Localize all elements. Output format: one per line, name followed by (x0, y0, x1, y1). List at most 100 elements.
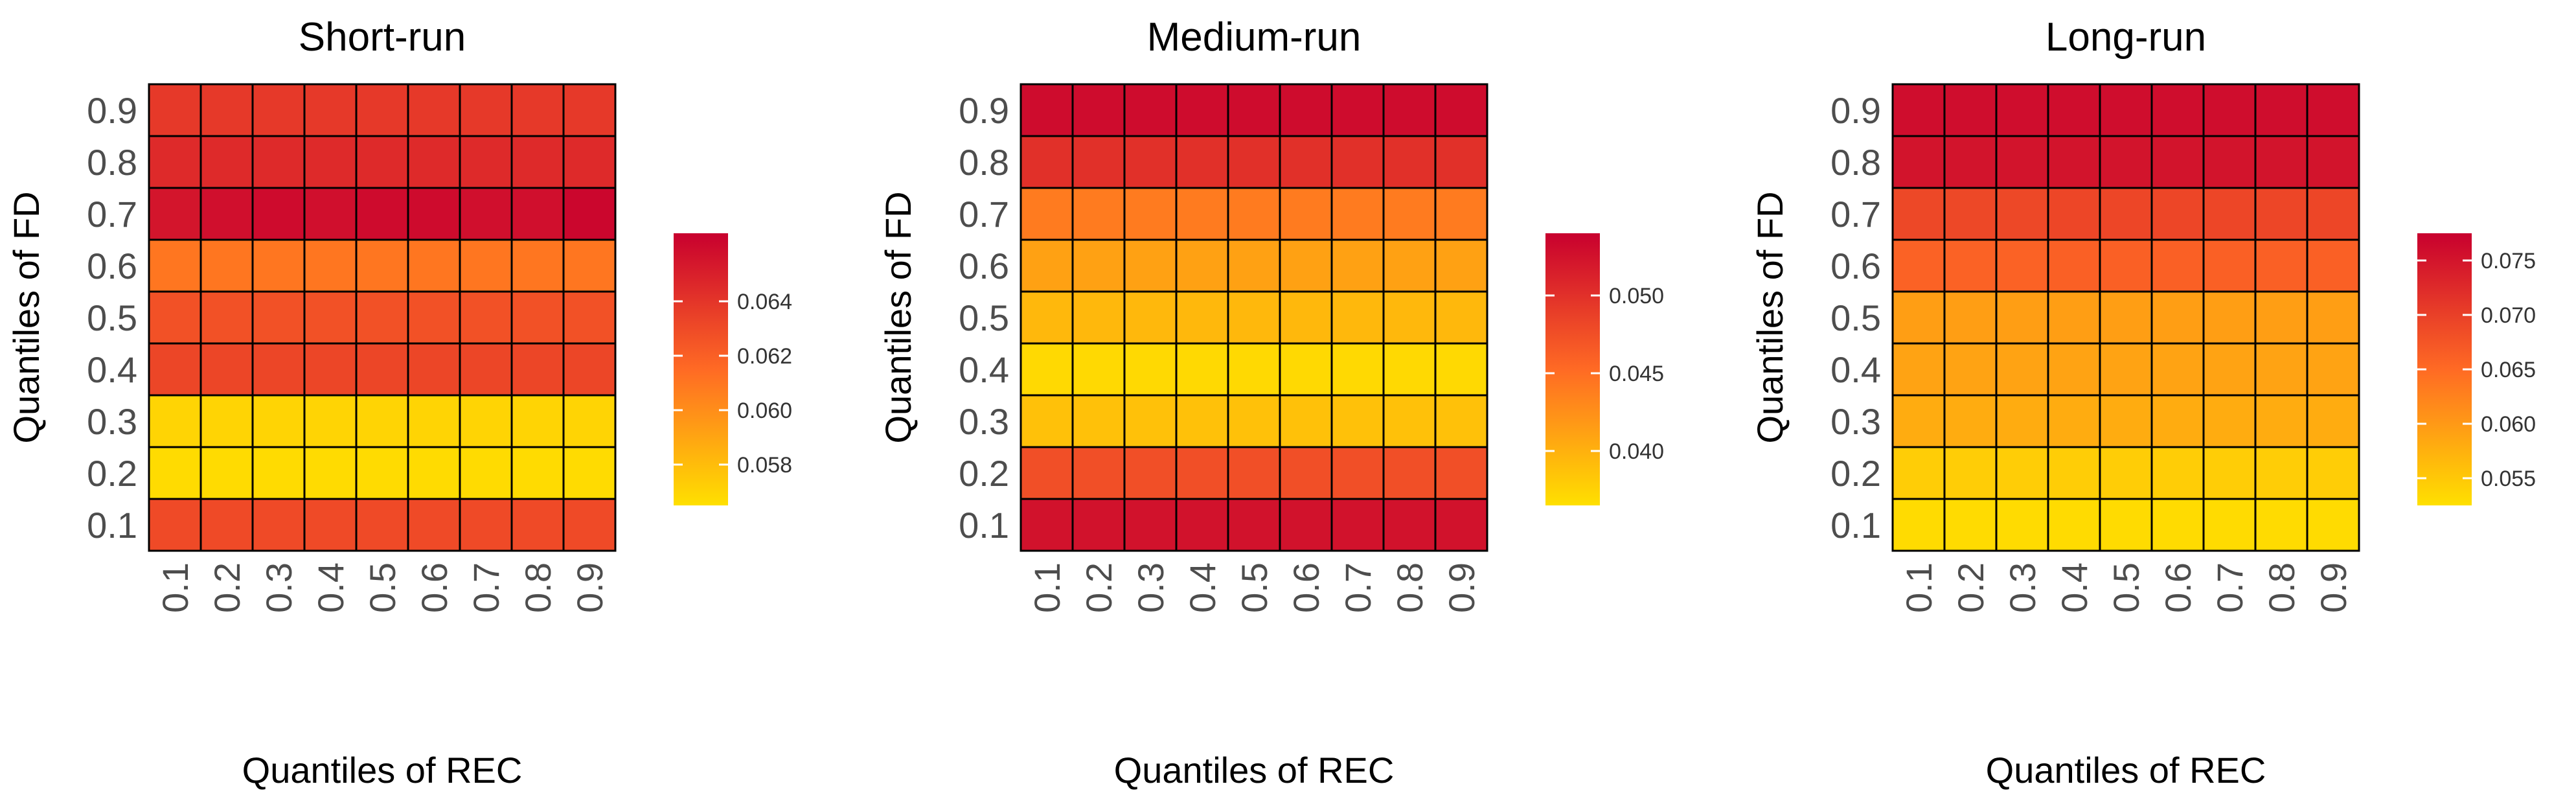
heatmap-tile (2254, 187, 2308, 241)
heatmap-tile (251, 498, 306, 552)
heatmap-tile (2306, 135, 2360, 189)
heatmap-tile (1382, 187, 1437, 241)
heatmap-tile (510, 238, 565, 293)
heatmap-tile (2202, 290, 2257, 345)
heatmap-tile (1071, 238, 1126, 293)
heatmap-tile (1227, 187, 1281, 241)
heatmap-tile (355, 290, 409, 345)
heatmap-tile (1071, 83, 1126, 137)
heatmap-tile (2047, 83, 2101, 137)
x-tick-label: 0.1 (1027, 562, 1067, 613)
x-tick-label: 0.8 (518, 562, 558, 613)
heatmap-tile (148, 83, 202, 137)
heatmap-tile (1123, 342, 1178, 397)
heatmap-tile (459, 394, 513, 448)
heatmap-tile (1071, 187, 1126, 241)
heatmap-tile (562, 498, 617, 552)
y-tick-label: 0.3 (87, 401, 137, 442)
heatmap-tile (562, 238, 617, 293)
heatmap-tile (251, 394, 306, 448)
heatmap-tile (510, 446, 565, 500)
heatmap-tile (562, 394, 617, 448)
heatmap-tile (2047, 394, 2101, 448)
heatmap-tile (355, 83, 409, 137)
heatmap-tile (1943, 238, 1998, 293)
heatmap-tile (1434, 394, 1488, 448)
heatmap-tile (562, 290, 617, 345)
heatmap-tile (355, 342, 409, 397)
heatmap-tile (1071, 342, 1126, 397)
heatmap-tile (1382, 446, 1437, 500)
heatmap-tile (1995, 238, 2049, 293)
heatmap-tile (251, 342, 306, 397)
y-tick-label: 0.8 (87, 142, 137, 183)
heatmap-tile (459, 342, 513, 397)
heatmap-tile (1279, 187, 1333, 241)
heatmap-tile (2150, 290, 2205, 345)
heatmap-tile (1943, 498, 1998, 552)
heatmap-tile (2047, 290, 2101, 345)
heatmap-tile (1995, 135, 2049, 189)
heatmap-tile (2150, 498, 2205, 552)
x-tick-label: 0.5 (2106, 562, 2147, 613)
heatmap-tile (355, 446, 409, 500)
heatmap-tile (148, 342, 202, 397)
heatmap-tile (2047, 135, 2101, 189)
heatmap-tile (1891, 238, 1946, 293)
y-axis-title: Quantiles of FD (6, 191, 47, 443)
heatmap-tile (2150, 238, 2205, 293)
x-tick-label: 0.3 (258, 562, 299, 613)
heatmap-tile (2099, 187, 2153, 241)
heatmap-tile (2202, 187, 2257, 241)
heatmap-tile (2202, 446, 2257, 500)
heatmap-tile (1227, 446, 1281, 500)
heatmap-tile (1382, 238, 1437, 293)
heatmap-tile (148, 135, 202, 189)
heatmap-tile (562, 135, 617, 189)
heatmap-tile (199, 446, 254, 500)
heatmap-tile (407, 238, 461, 293)
y-tick-label: 0.1 (87, 505, 137, 546)
heatmap-tile (1020, 187, 1074, 241)
x-tick-label: 0.3 (2002, 562, 2043, 613)
heatmap-tile (2254, 290, 2308, 345)
heatmap-tile (2202, 498, 2257, 552)
x-tick-label: 0.7 (2209, 562, 2250, 613)
heatmap-tile (1382, 290, 1437, 345)
heatmap-tile (2099, 290, 2153, 345)
heatmap-tile (303, 238, 358, 293)
heatmap-tile (407, 187, 461, 241)
x-axis-title: Quantiles of REC (1986, 750, 2266, 791)
heatmap-tile (1891, 446, 1946, 500)
heatmap-tile (251, 238, 306, 293)
heatmap-tile (1175, 446, 1229, 500)
heatmap-tile (1891, 83, 1946, 137)
x-tick-label: 0.4 (2054, 562, 2095, 613)
heatmap-tile (2306, 446, 2360, 500)
heatmap-tile (1227, 394, 1281, 448)
heatmap-tile (1279, 290, 1333, 345)
heatmap-tile (148, 446, 202, 500)
heatmap-tile (1175, 83, 1229, 137)
y-axis-title: Quantiles of FD (1750, 191, 1790, 443)
heatmap-tile (2099, 446, 2153, 500)
heatmap-tile (303, 446, 358, 500)
heatmap-tile (2202, 238, 2257, 293)
x-tick-label: 0.7 (1338, 562, 1378, 613)
heatmap-tile (148, 238, 202, 293)
heatmap-tile (1434, 135, 1488, 189)
x-tick-label: 0.5 (1234, 562, 1275, 613)
heatmap-tile (2306, 498, 2360, 552)
y-tick-label: 0.6 (1830, 246, 1881, 286)
heatmap-tile (2306, 342, 2360, 397)
heatmap-tile (562, 187, 617, 241)
heatmap-tile (2150, 342, 2205, 397)
heatmap-tile (1382, 83, 1437, 137)
colorbar (674, 233, 728, 505)
heatmap-tile (1279, 498, 1333, 552)
heatmap-tile (459, 238, 513, 293)
x-tick-label: 0.2 (207, 562, 247, 613)
heatmap-tile (355, 135, 409, 189)
heatmap-tile (1071, 135, 1126, 189)
